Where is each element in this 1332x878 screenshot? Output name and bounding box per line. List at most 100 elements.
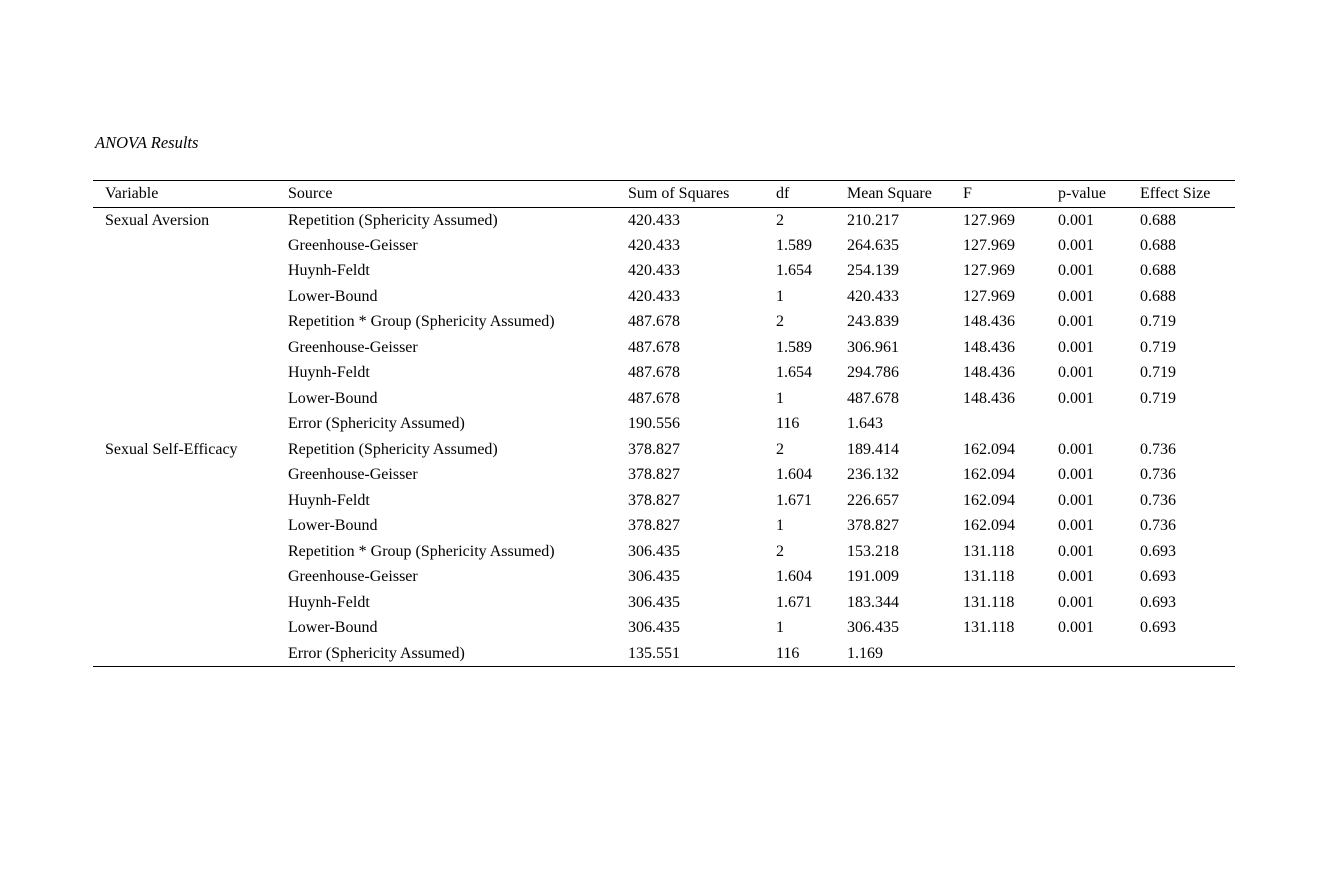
table-cell <box>93 539 288 565</box>
table-cell: 306.435 <box>628 619 680 637</box>
table-cell: 0.719 <box>1140 313 1176 331</box>
column-header: Effect Size <box>1140 185 1211 202</box>
table-cell <box>93 590 288 616</box>
table-cell <box>963 412 1058 438</box>
anova-results-table: Variable Source Sum of Squares df Mean Squar… <box>93 180 1235 667</box>
table-cell: Lower-Bound <box>288 517 378 535</box>
table-cell: 378.827 <box>628 517 680 535</box>
table-cell: 306.435 <box>628 593 680 611</box>
table-cell: 0.688 <box>1140 236 1176 254</box>
table-row: Lower-Bound 378.827 1 378.827 162.094 0.001 0.… <box>93 514 1235 540</box>
table-cell: 420.433 <box>628 287 680 305</box>
table-cell: 131.118 <box>963 619 1015 637</box>
table-cell: 226.657 <box>847 491 899 509</box>
table-cell: 243.839 <box>847 313 899 331</box>
table-cell: 131.118 <box>963 568 1015 586</box>
table-row: Huynh-Feldt 420.433 1.654 254.139 127.969 0.0… <box>93 259 1235 285</box>
table-cell: Repetition (Sphericity Assumed) <box>288 440 498 458</box>
table-cell: 0.736 <box>1140 440 1176 458</box>
table-cell: Greenhouse-Geisser <box>288 466 418 484</box>
table-row: Greenhouse-Geisser 487.678 1.589 306.961 148… <box>93 335 1235 361</box>
table-cell: Huynh-Feldt <box>288 491 370 509</box>
table-cell: 1.671 <box>776 491 812 509</box>
table-row: Repetition * Group (Sphericity Assumed) 3… <box>93 539 1235 565</box>
table-cell: Error (Sphericity Assumed) <box>288 644 465 662</box>
table-cell: 148.436 <box>963 338 1015 356</box>
table-cell <box>93 463 288 489</box>
table-cell: Huynh-Feldt <box>288 364 370 382</box>
table-cell: 116 <box>776 415 800 433</box>
table-cell: 210.217 <box>847 211 899 229</box>
table-row: Huynh-Feldt 378.827 1.671 226.657 162.094 0.0… <box>93 488 1235 514</box>
table-cell: 294.786 <box>847 364 899 382</box>
table-row: Sexual Self-Efficacy Repetition (Spherici… <box>93 437 1235 463</box>
table-cell: 0.001 <box>1058 440 1094 458</box>
table-cell: 378.827 <box>847 517 899 535</box>
table-cell <box>93 284 288 310</box>
table-cell: 1.654 <box>776 262 812 280</box>
column-header: Mean Square <box>847 185 932 202</box>
table-cell: 2 <box>776 440 784 458</box>
table-cell: 0.736 <box>1140 491 1176 509</box>
table-cell: 0.001 <box>1058 568 1094 586</box>
column-header: Sum of Squares <box>628 185 730 202</box>
table-cell: 0.719 <box>1140 389 1176 407</box>
table-cell: 116 <box>776 644 800 662</box>
table-cell: 0.736 <box>1140 517 1176 535</box>
table-cell: 1 <box>776 389 784 407</box>
table-cell: 1 <box>776 619 784 637</box>
table-cell: 420.433 <box>628 262 680 280</box>
column-header: df <box>776 185 790 202</box>
table-cell: Repetition (Sphericity Assumed) <box>288 211 498 229</box>
table-row: Sexual Aversion Repetition (Sphericity As… <box>93 208 1235 234</box>
table-title: ANOVA Results <box>95 133 199 152</box>
table-cell <box>93 361 288 387</box>
table-header-row: Variable Source Sum of Squares df Mean Squar… <box>93 181 1235 208</box>
table-cell: 306.435 <box>628 542 680 560</box>
table-row: Lower-Bound 420.433 1 420.433 127.969 0.001 0.… <box>93 284 1235 310</box>
table-row: Lower-Bound 487.678 1 487.678 148.436 0.001 0.… <box>93 386 1235 412</box>
table-cell: Error (Sphericity Assumed) <box>288 415 465 433</box>
table-cell: 1.671 <box>776 593 812 611</box>
table-cell: 0.001 <box>1058 491 1094 509</box>
table-cell: 1.654 <box>776 364 812 382</box>
table-row: Lower-Bound 306.435 1 306.435 131.118 0.001 0.… <box>93 616 1235 642</box>
table-cell: 264.635 <box>847 236 899 254</box>
table-cell: 378.827 <box>628 466 680 484</box>
table-cell: 162.094 <box>963 466 1015 484</box>
table-cell: 2 <box>776 211 784 229</box>
column-header: p-value <box>1058 185 1106 202</box>
table-cell: 131.118 <box>963 542 1015 560</box>
table-cell <box>93 514 288 540</box>
table-cell <box>963 641 1058 667</box>
table-cell: Greenhouse-Geisser <box>288 236 418 254</box>
table-row: Error (Sphericity Assumed) 190.556 116 1.64… <box>93 412 1235 438</box>
table-cell: 0.001 <box>1058 287 1094 305</box>
table-cell: 420.433 <box>847 287 899 305</box>
table-cell: 0.001 <box>1058 542 1094 560</box>
table-cell: 0.693 <box>1140 568 1176 586</box>
table-cell <box>93 412 288 438</box>
column-header: Variable <box>105 185 159 202</box>
table-cell: 148.436 <box>963 389 1015 407</box>
table-cell <box>93 335 288 361</box>
table-cell: Greenhouse-Geisser <box>288 568 418 586</box>
table-cell: Sexual Self-Efficacy <box>105 440 238 458</box>
table-cell: 183.344 <box>847 593 899 611</box>
table-cell <box>93 565 288 591</box>
table-cell: 236.132 <box>847 466 899 484</box>
table-cell: 2 <box>776 313 784 331</box>
table-cell: Sexual Aversion <box>105 211 210 229</box>
table-cell: 0.693 <box>1140 542 1176 560</box>
table-cell: 1.589 <box>776 338 812 356</box>
table-cell: 0.001 <box>1058 236 1094 254</box>
table-row: Huynh-Feldt 487.678 1.654 294.786 148.436 0.0… <box>93 361 1235 387</box>
table-cell: 0.001 <box>1058 313 1094 331</box>
table-cell: 487.678 <box>628 313 680 331</box>
table-cell: 162.094 <box>963 440 1015 458</box>
table-cell: 306.435 <box>847 619 899 637</box>
table-row: Error (Sphericity Assumed) 135.551 116 1.16… <box>93 641 1235 667</box>
table-row: Greenhouse-Geisser 306.435 1.604 191.009 131… <box>93 565 1235 591</box>
table-cell: 135.551 <box>628 644 680 662</box>
table-cell: 0.001 <box>1058 389 1094 407</box>
